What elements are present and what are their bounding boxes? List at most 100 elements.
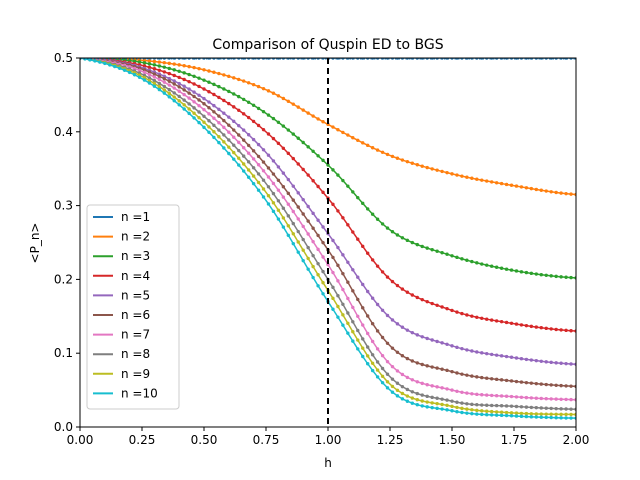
data-point: [177, 99, 181, 103]
data-point: [485, 263, 489, 267]
data-point: [400, 372, 405, 377]
data-point: [450, 399, 454, 403]
data-point: [182, 71, 186, 75]
data-point: [375, 217, 380, 221]
data-point: [237, 140, 241, 145]
data-point: [132, 66, 137, 71]
data-point: [509, 183, 514, 187]
data-point: [390, 384, 395, 389]
data-point: [395, 381, 400, 385]
data-point: [361, 141, 365, 145]
data-point: [147, 59, 152, 63]
data-point: [554, 412, 558, 416]
data-point: [475, 177, 479, 181]
data-point: [361, 244, 365, 249]
data-point: [316, 233, 320, 238]
data-point: [177, 85, 181, 89]
data-point: [271, 201, 276, 205]
y-tick-label: 0.3: [54, 199, 73, 213]
data-point: [346, 321, 350, 325]
data-point: [519, 395, 524, 399]
data-point: [152, 59, 157, 64]
data-point: [192, 116, 196, 120]
data-point: [440, 305, 444, 309]
data-point: [207, 69, 211, 73]
data-point: [460, 372, 464, 376]
data-point: [341, 287, 345, 292]
data-point: [227, 145, 231, 149]
data-point: [380, 150, 385, 154]
data-point: [142, 68, 147, 72]
data-point: [177, 75, 181, 80]
data-point: [316, 184, 320, 189]
data-point: [450, 388, 454, 392]
data-point: [534, 415, 539, 419]
data-point: [445, 387, 449, 391]
data-point: [192, 94, 196, 99]
data-point: [529, 415, 534, 419]
data-point: [440, 402, 444, 407]
data-point: [430, 301, 434, 306]
data-point: [370, 361, 375, 365]
data-point: [286, 99, 291, 103]
data-point: [256, 188, 261, 192]
data-point: [554, 397, 558, 401]
x-axis-ticks: 0.00 0.25 0.50 0.75 1.00 1.25 1.50 1.75 2.00: [67, 427, 589, 447]
data-point: [365, 314, 370, 318]
data-point: [311, 114, 315, 118]
data-point: [182, 88, 186, 92]
data-point: [331, 307, 335, 311]
data-point: [370, 339, 375, 344]
data-point: [301, 108, 305, 112]
data-point: [450, 369, 454, 374]
data-point: [306, 219, 310, 223]
data-point: [549, 383, 553, 387]
data-point: [202, 68, 206, 72]
data-point: [241, 154, 246, 158]
data-point: [410, 293, 415, 297]
data-point: [246, 81, 251, 85]
data-point: [445, 252, 449, 256]
data-point: [524, 395, 529, 400]
legend: n =1 n =2 n =3 n =4 n =5 n =6 n =7 n =8 n =9 n =1…: [86, 204, 180, 410]
data-point: [271, 116, 276, 121]
data-point: [346, 223, 350, 227]
data-point: [296, 105, 300, 109]
data-point: [435, 339, 439, 344]
legend-item: n =9: [93, 367, 150, 381]
data-point: [420, 404, 424, 408]
data-point: [534, 412, 539, 416]
data-point: [261, 178, 266, 182]
data-point: [306, 145, 310, 149]
data-point: [425, 364, 429, 368]
data-point: [356, 314, 360, 319]
data-point: [514, 184, 519, 188]
data-point: [331, 255, 335, 260]
data-point: [390, 346, 395, 350]
data-point: [222, 133, 226, 137]
data-point: [554, 383, 558, 387]
data-point: [256, 84, 261, 89]
data-point: [157, 74, 162, 79]
data-point: [514, 379, 519, 384]
data-point: [420, 164, 424, 168]
data-point: [157, 60, 162, 64]
legend-item: n =2: [93, 230, 150, 244]
data-point: [237, 156, 241, 160]
data-point: [152, 81, 157, 86]
data-point: [152, 84, 157, 88]
data-point: [420, 381, 424, 386]
data-point: [217, 95, 221, 100]
data-point: [554, 406, 558, 411]
data-point: [549, 397, 553, 401]
data-point: [420, 335, 424, 339]
data-point: [341, 178, 345, 183]
data-point: [569, 362, 573, 366]
data-point: [192, 106, 196, 110]
data-point: [494, 377, 499, 382]
data-point: [489, 403, 494, 408]
data-point: [246, 151, 251, 155]
data-point: [529, 381, 534, 385]
data-point: [559, 416, 563, 420]
data-point: [504, 267, 509, 271]
